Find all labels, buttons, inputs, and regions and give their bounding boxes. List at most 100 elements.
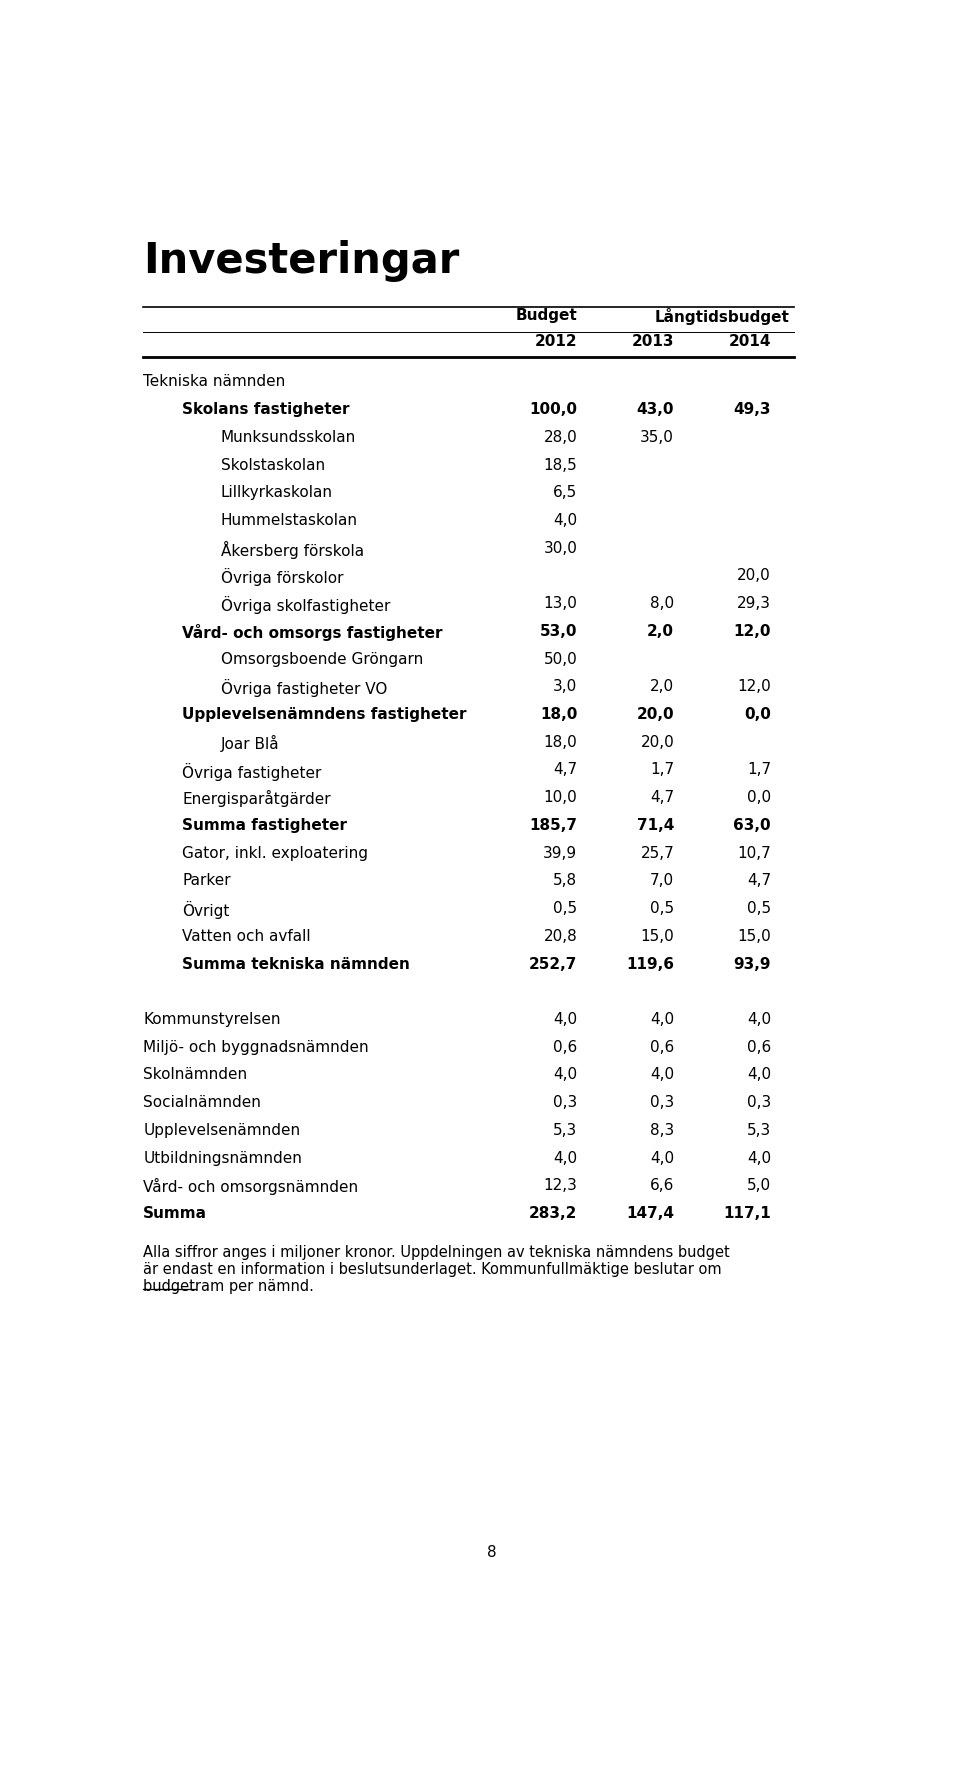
Text: 2012: 2012 xyxy=(535,334,577,349)
Text: 0,6: 0,6 xyxy=(650,1039,674,1055)
Text: 185,7: 185,7 xyxy=(529,818,577,833)
Text: 252,7: 252,7 xyxy=(529,957,577,971)
Text: Energisparåtgärder: Energisparåtgärder xyxy=(182,790,330,808)
Text: 119,6: 119,6 xyxy=(626,957,674,971)
Text: Vård- och omsorgsnämnden: Vård- och omsorgsnämnden xyxy=(143,1178,358,1195)
Text: Investeringar: Investeringar xyxy=(143,240,460,281)
Text: 1,7: 1,7 xyxy=(650,763,674,777)
Text: 2014: 2014 xyxy=(729,334,771,349)
Text: Utbildningsnämnden: Utbildningsnämnden xyxy=(143,1151,302,1165)
Text: 12,3: 12,3 xyxy=(543,1178,577,1194)
Text: Upplevelsenämndens fastigheter: Upplevelsenämndens fastigheter xyxy=(182,706,467,722)
Text: 0,6: 0,6 xyxy=(553,1039,577,1055)
Text: budgetram per nämnd.: budgetram per nämnd. xyxy=(143,1279,314,1293)
Text: Budget: Budget xyxy=(516,308,577,324)
Text: 0,5: 0,5 xyxy=(553,902,577,916)
Text: 5,8: 5,8 xyxy=(553,873,577,888)
Text: 4,0: 4,0 xyxy=(747,1012,771,1026)
Text: Alla siffror anges i miljoner kronor. Uppdelningen av tekniska nämndens budget: Alla siffror anges i miljoner kronor. Up… xyxy=(143,1245,730,1260)
Text: Omsorgsboende Gröngarn: Omsorgsboende Gröngarn xyxy=(221,651,423,667)
Text: 25,7: 25,7 xyxy=(640,845,674,861)
Text: 2,0: 2,0 xyxy=(650,680,674,694)
Text: Långtidsbudget: Långtidsbudget xyxy=(655,308,790,326)
Text: 117,1: 117,1 xyxy=(723,1206,771,1220)
Text: 71,4: 71,4 xyxy=(636,818,674,833)
Text: 4,0: 4,0 xyxy=(553,512,577,528)
Text: 0,0: 0,0 xyxy=(747,790,771,806)
Text: Övriga förskolor: Övriga förskolor xyxy=(221,569,344,587)
Text: 5,0: 5,0 xyxy=(747,1178,771,1194)
Text: 35,0: 35,0 xyxy=(640,431,674,445)
Text: 8,3: 8,3 xyxy=(650,1123,674,1139)
Text: Skolnämnden: Skolnämnden xyxy=(143,1067,248,1082)
Text: Summa fastigheter: Summa fastigheter xyxy=(182,818,347,833)
Text: Skolstaskolan: Skolstaskolan xyxy=(221,457,324,473)
Text: 13,0: 13,0 xyxy=(543,596,577,612)
Text: Upplevelsenämnden: Upplevelsenämnden xyxy=(143,1123,300,1139)
Text: 0,5: 0,5 xyxy=(650,902,674,916)
Text: är endast en information i beslutsunderlaget. Kommunfullmäktige beslutar om: är endast en information i beslutsunderl… xyxy=(143,1263,722,1277)
Text: Munksundsskolan: Munksundsskolan xyxy=(221,431,356,445)
Text: Skolans fastigheter: Skolans fastigheter xyxy=(182,402,349,416)
Text: 15,0: 15,0 xyxy=(640,929,674,945)
Text: 20,0: 20,0 xyxy=(737,569,771,584)
Text: Socialnämnden: Socialnämnden xyxy=(143,1096,261,1110)
Text: Summa: Summa xyxy=(143,1206,207,1220)
Text: 43,0: 43,0 xyxy=(636,402,674,416)
Text: Lillkyrkaskolan: Lillkyrkaskolan xyxy=(221,486,333,500)
Text: Summa tekniska nämnden: Summa tekniska nämnden xyxy=(182,957,410,971)
Text: 147,4: 147,4 xyxy=(626,1206,674,1220)
Text: Tekniska nämnden: Tekniska nämnden xyxy=(143,374,285,390)
Text: 8: 8 xyxy=(487,1546,497,1560)
Text: 2013: 2013 xyxy=(632,334,674,349)
Text: 63,0: 63,0 xyxy=(733,818,771,833)
Text: 4,0: 4,0 xyxy=(553,1067,577,1082)
Text: 4,7: 4,7 xyxy=(747,873,771,888)
Text: Vatten och avfall: Vatten och avfall xyxy=(182,929,311,945)
Text: 3,0: 3,0 xyxy=(553,680,577,694)
Text: 12,0: 12,0 xyxy=(737,680,771,694)
Text: Joar Blå: Joar Blå xyxy=(221,735,279,753)
Text: 4,0: 4,0 xyxy=(650,1151,674,1165)
Text: 1,7: 1,7 xyxy=(747,763,771,777)
Text: 15,0: 15,0 xyxy=(737,929,771,945)
Text: 0,3: 0,3 xyxy=(747,1096,771,1110)
Text: Miljö- och byggnadsnämnden: Miljö- och byggnadsnämnden xyxy=(143,1039,369,1055)
Text: 2,0: 2,0 xyxy=(647,624,674,639)
Text: 0,3: 0,3 xyxy=(650,1096,674,1110)
Text: Övriga fastigheter VO: Övriga fastigheter VO xyxy=(221,680,387,697)
Text: 18,0: 18,0 xyxy=(540,706,577,722)
Text: 50,0: 50,0 xyxy=(543,651,577,667)
Text: 4,7: 4,7 xyxy=(650,790,674,806)
Text: 283,2: 283,2 xyxy=(529,1206,577,1220)
Text: Övriga fastigheter: Övriga fastigheter xyxy=(182,763,322,781)
Text: 4,0: 4,0 xyxy=(747,1151,771,1165)
Text: 28,0: 28,0 xyxy=(543,431,577,445)
Text: 49,3: 49,3 xyxy=(733,402,771,416)
Text: Vård- och omsorgs fastigheter: Vård- och omsorgs fastigheter xyxy=(182,624,443,640)
Text: Övrigt: Övrigt xyxy=(182,902,229,920)
Text: Åkersberg förskola: Åkersberg förskola xyxy=(221,541,364,559)
Text: 53,0: 53,0 xyxy=(540,624,577,639)
Text: 4,0: 4,0 xyxy=(747,1067,771,1082)
Text: 18,5: 18,5 xyxy=(543,457,577,473)
Text: 20,0: 20,0 xyxy=(636,706,674,722)
Text: 7,0: 7,0 xyxy=(650,873,674,888)
Text: 6,6: 6,6 xyxy=(650,1178,674,1194)
Text: Hummelstaskolan: Hummelstaskolan xyxy=(221,512,358,528)
Text: 12,0: 12,0 xyxy=(733,624,771,639)
Text: 4,0: 4,0 xyxy=(650,1067,674,1082)
Text: 20,8: 20,8 xyxy=(543,929,577,945)
Text: 20,0: 20,0 xyxy=(640,735,674,749)
Text: 4,7: 4,7 xyxy=(553,763,577,777)
Text: 18,0: 18,0 xyxy=(543,735,577,749)
Text: 39,9: 39,9 xyxy=(543,845,577,861)
Text: 4,0: 4,0 xyxy=(650,1012,674,1026)
Text: Övriga skolfastigheter: Övriga skolfastigheter xyxy=(221,596,390,614)
Text: Parker: Parker xyxy=(182,873,230,888)
Text: 0,3: 0,3 xyxy=(553,1096,577,1110)
Text: 4,0: 4,0 xyxy=(553,1151,577,1165)
Text: 4,0: 4,0 xyxy=(553,1012,577,1026)
Text: 0,0: 0,0 xyxy=(744,706,771,722)
Text: 10,7: 10,7 xyxy=(737,845,771,861)
